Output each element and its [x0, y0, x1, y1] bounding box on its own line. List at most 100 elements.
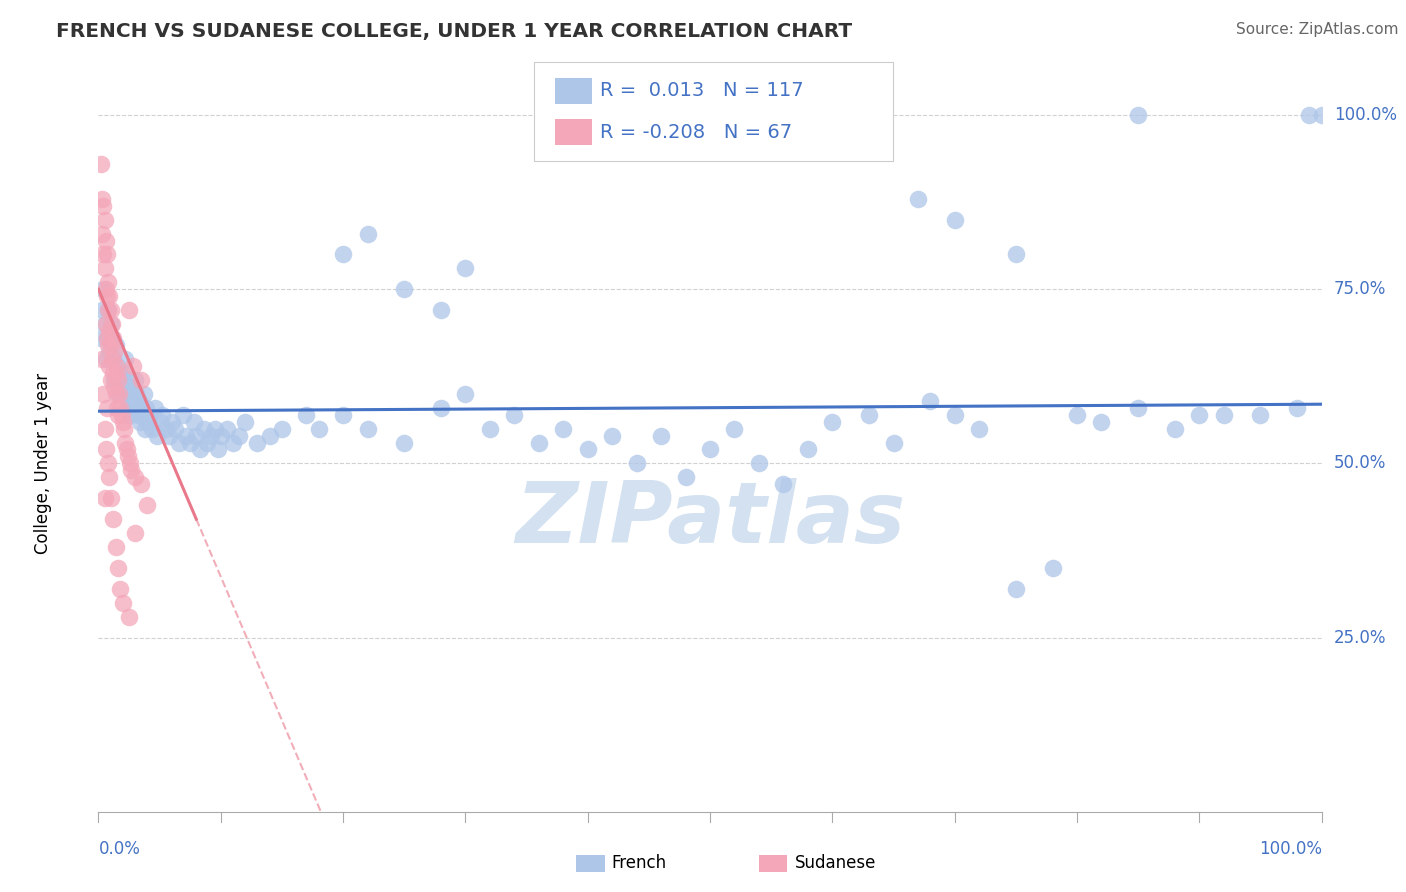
Point	[110, 401, 132, 415]
Point	[91, 192, 114, 206]
Point	[207, 442, 229, 457]
Text: College, Under 1 year: College, Under 1 year	[34, 373, 52, 554]
Text: R =  0.013   N = 117: R = 0.013 N = 117	[600, 81, 804, 101]
Point	[356, 421, 378, 435]
Point	[1128, 401, 1150, 415]
Point	[93, 491, 115, 506]
Point	[626, 457, 648, 471]
Point	[100, 317, 122, 331]
Point	[167, 435, 190, 450]
Point	[124, 526, 146, 541]
Point	[122, 401, 145, 415]
Point	[332, 247, 354, 261]
Point	[90, 331, 112, 345]
Point	[209, 428, 232, 442]
Point	[101, 351, 124, 366]
Point	[183, 415, 205, 429]
Point	[723, 421, 745, 435]
Point	[101, 351, 124, 366]
Point	[96, 247, 118, 261]
Point	[821, 415, 844, 429]
Point	[96, 401, 118, 415]
Point	[96, 331, 118, 345]
Point	[91, 351, 114, 366]
Point	[179, 435, 201, 450]
Point	[94, 317, 117, 331]
Point	[107, 561, 129, 575]
Point	[117, 450, 139, 464]
Point	[112, 386, 135, 401]
Point	[101, 331, 124, 345]
Point	[105, 401, 128, 415]
Point	[94, 351, 117, 366]
Point	[1250, 408, 1272, 422]
Point	[97, 303, 120, 318]
Point	[93, 421, 115, 435]
Point	[600, 428, 623, 442]
Point	[114, 435, 136, 450]
Point	[699, 442, 721, 457]
Point	[101, 317, 124, 331]
Point	[103, 345, 125, 359]
Point	[111, 366, 134, 380]
Point	[115, 401, 138, 415]
Point	[98, 289, 121, 303]
Text: French: French	[612, 855, 666, 872]
Point	[1066, 408, 1088, 422]
Point	[222, 435, 245, 450]
Point	[131, 408, 153, 422]
Point	[118, 609, 141, 624]
Point	[215, 421, 238, 435]
Point	[907, 192, 929, 206]
Point	[259, 428, 281, 442]
Point	[129, 373, 152, 387]
Point	[91, 247, 114, 261]
Text: 100.0%: 100.0%	[1334, 106, 1398, 124]
Point	[121, 359, 143, 373]
Point	[98, 324, 121, 338]
Point	[1286, 401, 1309, 415]
Point	[143, 401, 166, 415]
Point	[129, 415, 152, 429]
Point	[91, 227, 114, 241]
Text: Sudanese: Sudanese	[794, 855, 876, 872]
Point	[91, 199, 114, 213]
Point	[858, 408, 880, 422]
Point	[165, 421, 187, 435]
Point	[430, 303, 453, 318]
Point	[186, 428, 208, 442]
Text: R = -0.208   N = 67: R = -0.208 N = 67	[600, 122, 793, 142]
Point	[94, 442, 117, 457]
Point	[883, 435, 905, 450]
Point	[93, 317, 115, 331]
Point	[105, 359, 128, 373]
Point	[1128, 108, 1150, 122]
Point	[527, 435, 550, 450]
Point	[943, 212, 966, 227]
Point	[136, 498, 159, 512]
Point	[90, 157, 112, 171]
Point	[132, 386, 155, 401]
Point	[97, 338, 120, 352]
Point	[149, 415, 172, 429]
Point	[967, 421, 990, 435]
Point	[553, 421, 575, 435]
Point	[120, 457, 142, 471]
Point	[127, 408, 149, 422]
Point	[98, 359, 121, 373]
Point	[1090, 415, 1112, 429]
Point	[118, 303, 141, 318]
Point	[110, 373, 132, 387]
Point	[332, 408, 354, 422]
Point	[93, 261, 115, 276]
Point	[356, 227, 378, 241]
Point	[94, 234, 117, 248]
Point	[100, 373, 122, 387]
Point	[111, 380, 134, 394]
Point	[104, 540, 127, 554]
Point	[139, 408, 162, 422]
Point	[1212, 408, 1234, 422]
Point	[195, 435, 218, 450]
Point	[98, 470, 121, 484]
Point	[115, 442, 138, 457]
